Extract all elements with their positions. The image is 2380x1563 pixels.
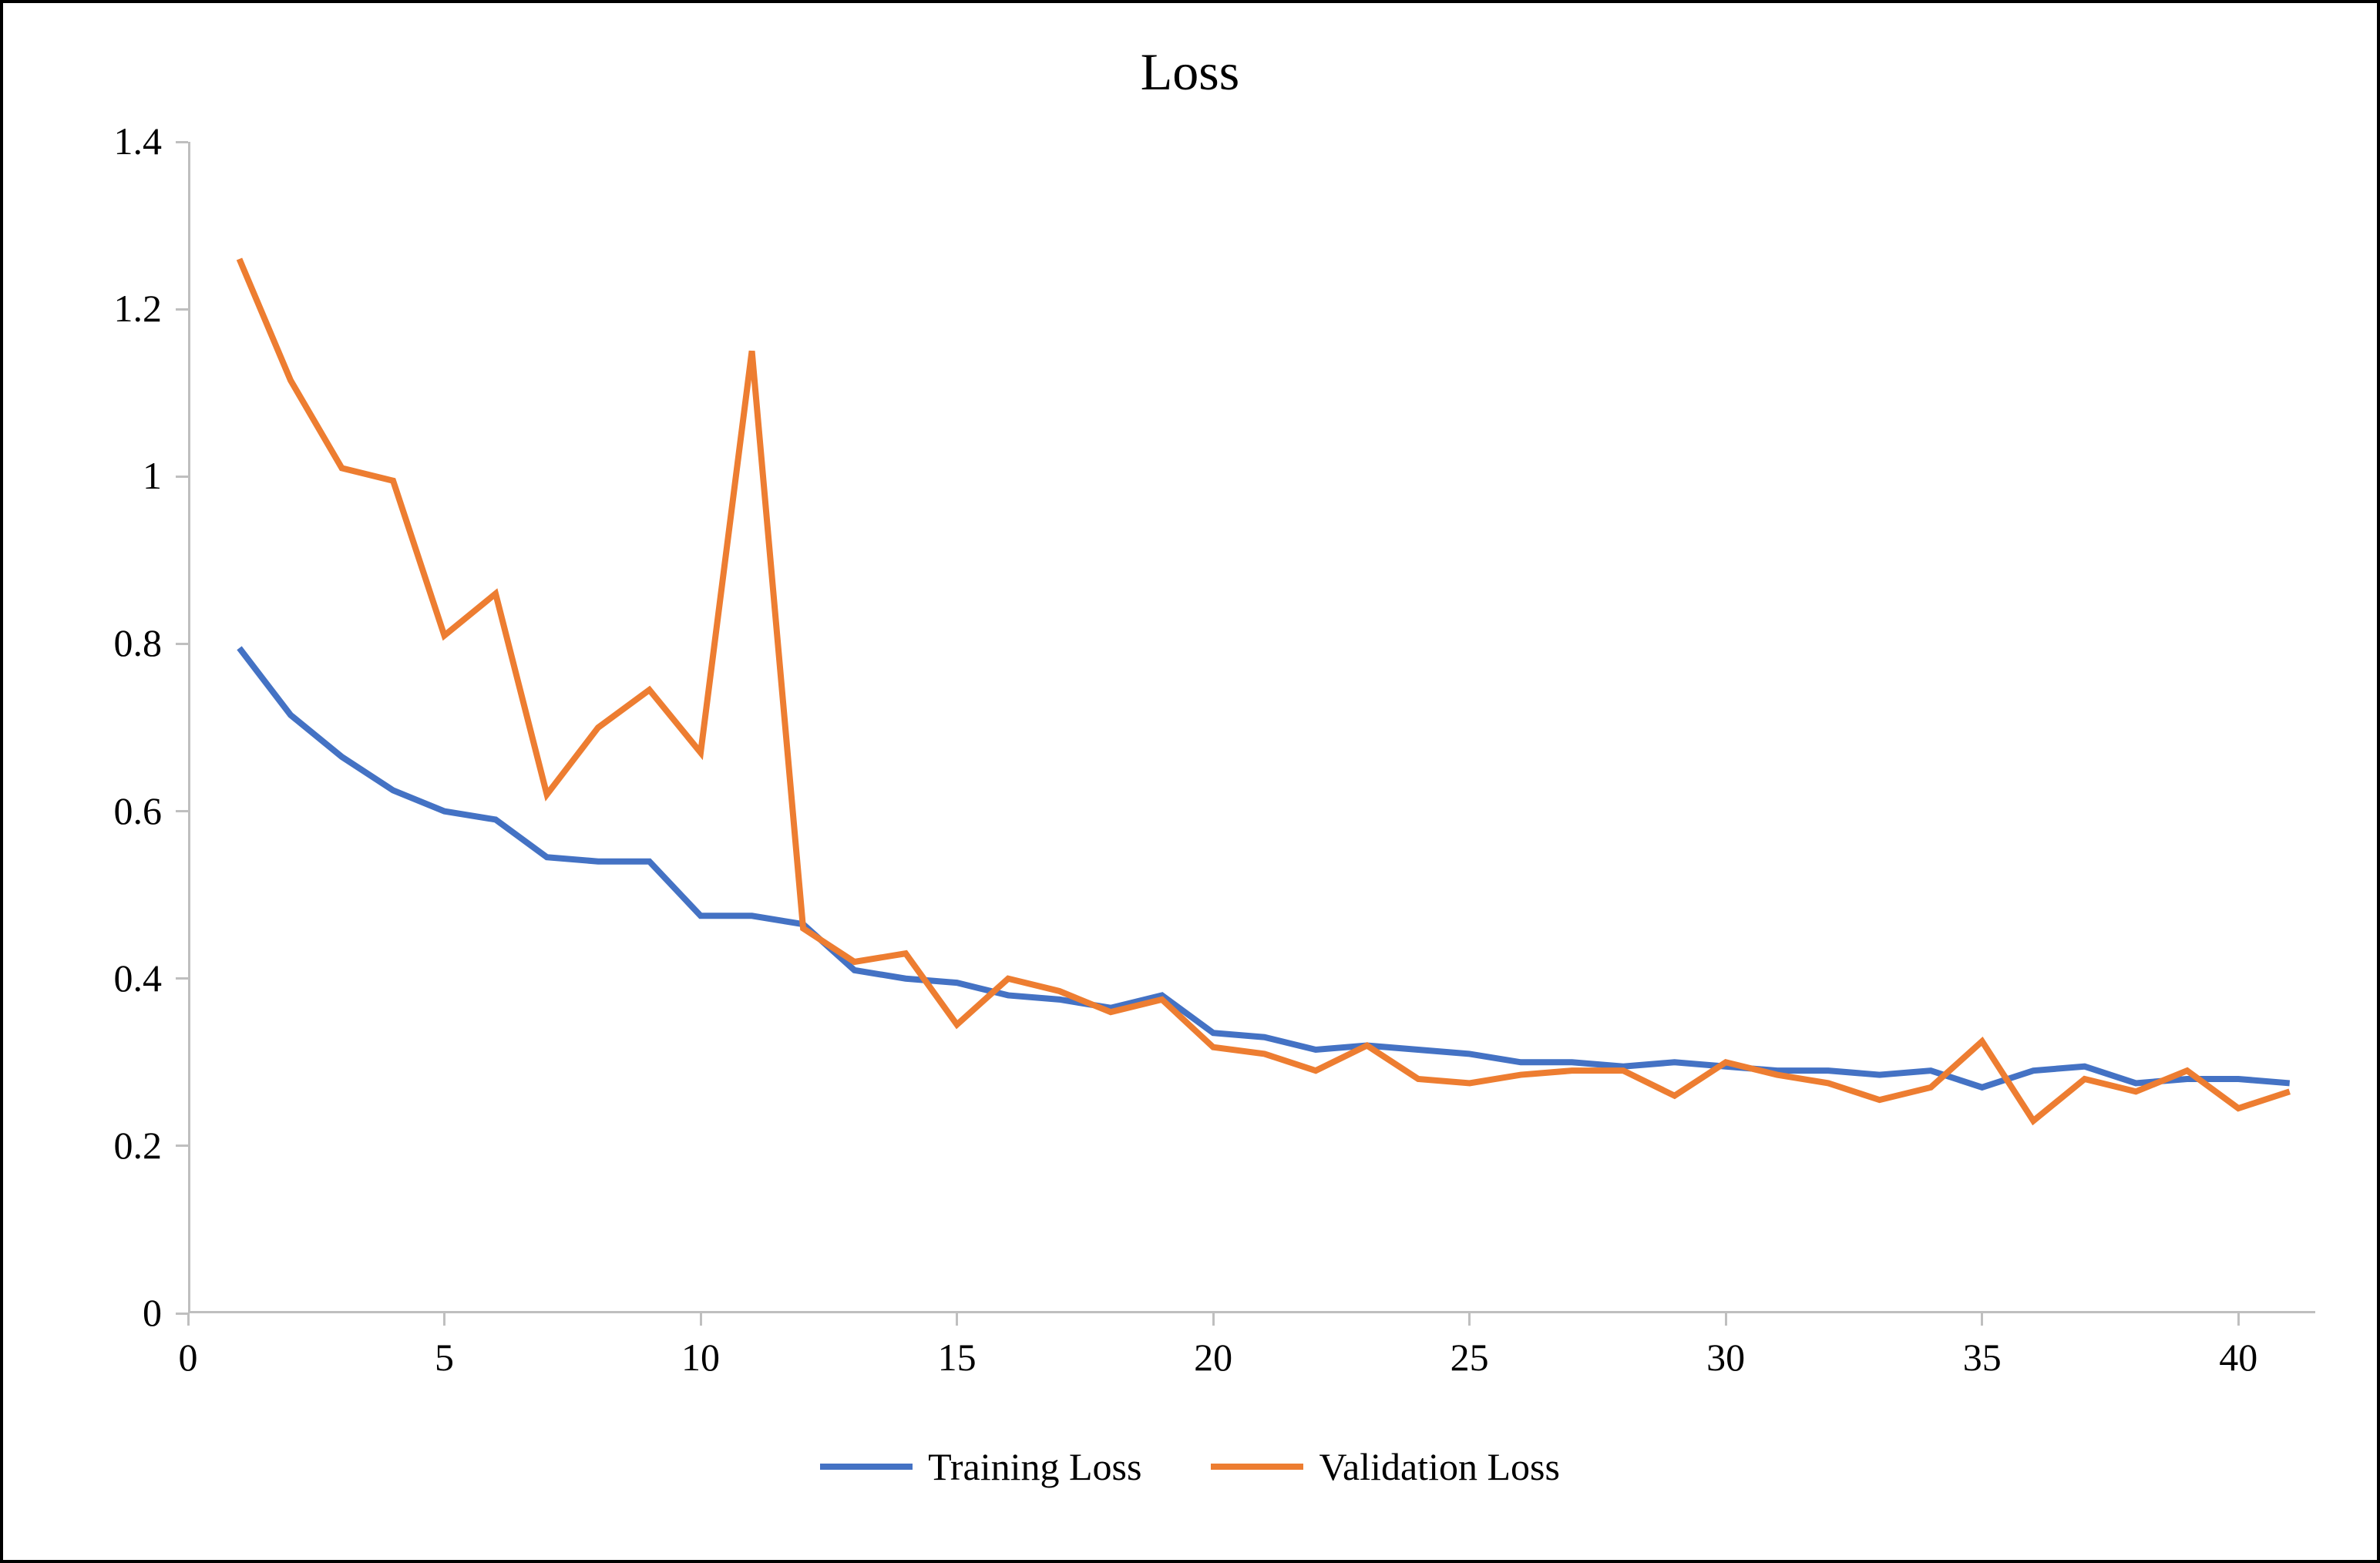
y-tick-label: 0: [69, 1290, 162, 1335]
x-tick: [1468, 1313, 1471, 1326]
chart-title: Loss: [3, 42, 2377, 103]
x-tick-label: 10: [654, 1335, 747, 1380]
x-tick-label: 15: [911, 1335, 1003, 1380]
y-tick: [176, 1145, 188, 1147]
y-tick: [176, 141, 188, 143]
y-tick: [176, 476, 188, 478]
series-svg: [188, 142, 2315, 1313]
y-tick: [176, 643, 188, 645]
legend-item: Training Loss: [820, 1444, 1141, 1489]
x-axis-line: [188, 1311, 2315, 1313]
x-tick-label: 30: [1679, 1335, 1772, 1380]
legend-label: Training Loss: [928, 1444, 1141, 1489]
legend-item: Validation Loss: [1211, 1444, 1559, 1489]
y-tick-label: 1.2: [69, 286, 162, 331]
y-tick-label: 1.4: [69, 119, 162, 163]
y-tick-label: 0.6: [69, 788, 162, 833]
x-tick: [187, 1313, 190, 1326]
x-tick-label: 0: [142, 1335, 234, 1380]
y-tick: [176, 308, 188, 311]
x-tick: [2237, 1313, 2240, 1326]
chart-frame: Loss 00.20.40.60.811.21.4051015202530354…: [0, 0, 2380, 1563]
x-tick-label: 40: [2192, 1335, 2284, 1380]
x-tick: [1212, 1313, 1215, 1326]
plot-area: 00.20.40.60.811.21.40510152025303540: [188, 142, 2315, 1313]
series-line: [240, 259, 2290, 1121]
y-tick-label: 1: [69, 453, 162, 498]
y-axis-line: [188, 142, 190, 1313]
x-tick: [1725, 1313, 1727, 1326]
x-tick-label: 5: [398, 1335, 491, 1380]
series-line: [240, 648, 2290, 1087]
legend-label: Validation Loss: [1319, 1444, 1559, 1489]
x-tick: [956, 1313, 958, 1326]
y-tick-label: 0.8: [69, 620, 162, 665]
x-tick-label: 20: [1167, 1335, 1259, 1380]
x-tick-label: 35: [1936, 1335, 2029, 1380]
x-tick: [443, 1313, 445, 1326]
x-tick-label: 25: [1424, 1335, 1516, 1380]
y-tick-label: 0.2: [69, 1123, 162, 1168]
legend-swatch: [820, 1464, 913, 1470]
legend-swatch: [1211, 1464, 1303, 1470]
y-tick-label: 0.4: [69, 956, 162, 1000]
x-tick: [1981, 1313, 1983, 1326]
x-tick: [700, 1313, 702, 1326]
legend: Training Loss Validation Loss: [3, 1444, 2377, 1489]
y-tick: [176, 810, 188, 812]
y-tick: [176, 977, 188, 980]
